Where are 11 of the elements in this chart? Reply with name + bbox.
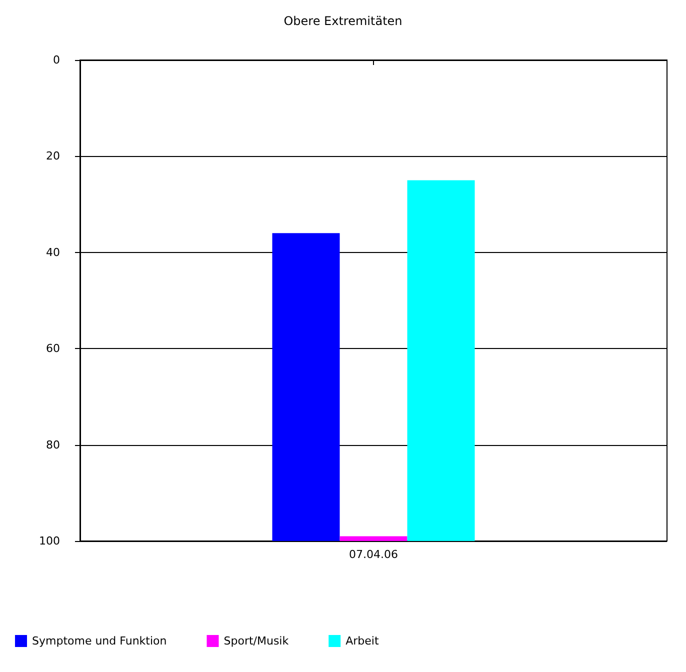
legend-label: Sport/Musik [224, 634, 290, 648]
y-tick-label: 0 [53, 54, 60, 66]
y-tick-label: 60 [46, 342, 60, 356]
y-tick-label: 40 [46, 246, 60, 259]
chart-title: Obere Extremitäten [284, 14, 402, 28]
y-tick-label: 100 [39, 534, 60, 548]
legend-label: Symptome und Funktion [32, 634, 167, 648]
x-tick-label: 07.04.06 [349, 548, 398, 561]
y-tick-label: 20 [46, 150, 60, 163]
y-tick-label: 80 [46, 438, 60, 452]
legend-label: Arbeit [346, 634, 380, 648]
